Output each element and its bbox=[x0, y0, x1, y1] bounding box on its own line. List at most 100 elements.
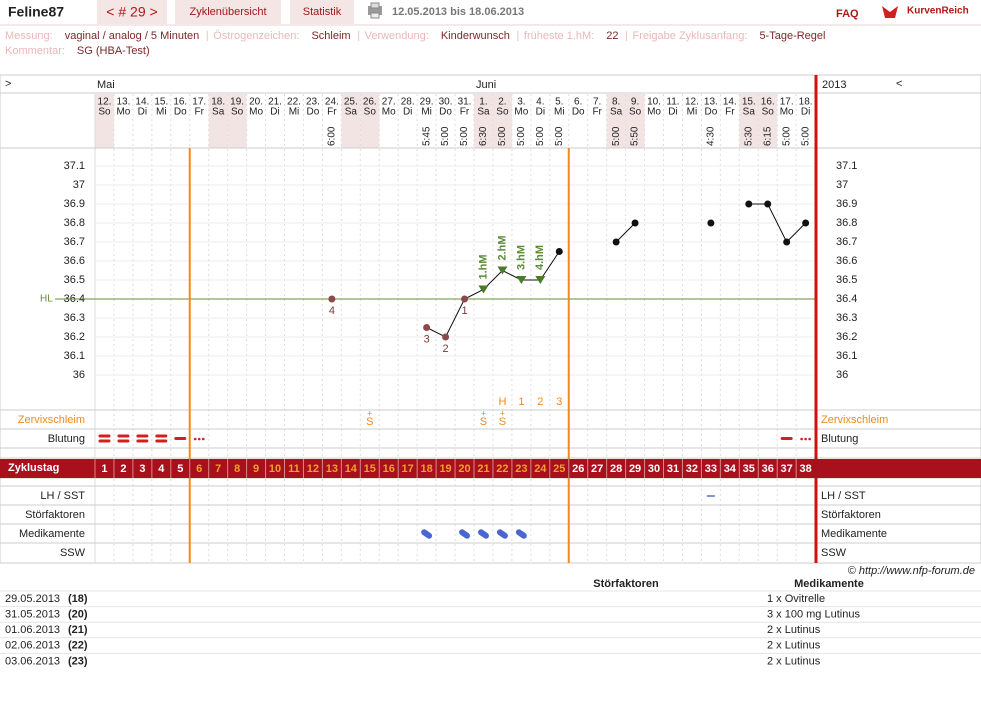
row-label: Störfaktoren bbox=[25, 509, 85, 521]
cycle-day: 36 bbox=[762, 463, 774, 475]
note-cycle-day: (21) bbox=[68, 624, 88, 636]
year: 2013 bbox=[822, 79, 846, 91]
cycle-day: 27 bbox=[591, 463, 603, 475]
time: 6:15 bbox=[762, 126, 773, 146]
cycle-day: 37 bbox=[781, 463, 793, 475]
weekend-bg bbox=[625, 94, 645, 148]
date: 4. bbox=[536, 97, 544, 108]
info-label: Östrogenzeichen: bbox=[213, 30, 299, 42]
chart: > <2013Mai12.So13.Mo14.Di15.Mi16.Do17.Fr1… bbox=[0, 75, 981, 667]
zervix-plus: + bbox=[481, 408, 486, 418]
nav-prev[interactable]: > bbox=[5, 78, 11, 90]
tab[interactable]: Statistik bbox=[303, 6, 342, 18]
date: 15. bbox=[154, 97, 168, 108]
time: 5:45 bbox=[421, 126, 432, 146]
date: 17. bbox=[192, 97, 206, 108]
medication bbox=[515, 529, 527, 539]
date: 12. bbox=[98, 97, 112, 108]
weekday: Di bbox=[536, 107, 545, 118]
row-label-right: LH / SST bbox=[821, 490, 866, 502]
y-tick-label-right: 36 bbox=[836, 369, 848, 381]
weekday: Di bbox=[138, 107, 147, 118]
note-cycle-day: (20) bbox=[68, 609, 88, 621]
info-value: 5-Tage-Regel bbox=[759, 30, 825, 42]
weekend-bg bbox=[606, 94, 626, 148]
weekday: Do bbox=[704, 107, 717, 118]
cycle-day: 31 bbox=[667, 463, 679, 475]
note-medication: 2 x Lutinus bbox=[767, 640, 821, 652]
coverline-label: HL bbox=[40, 294, 53, 305]
tab[interactable]: Zyklenübersicht bbox=[189, 6, 266, 18]
cycle-day: 17 bbox=[402, 463, 414, 475]
weekend-bg bbox=[758, 94, 778, 148]
weekday: Mi bbox=[289, 107, 300, 118]
row-label: Medikamente bbox=[19, 528, 85, 540]
date: 23. bbox=[306, 97, 320, 108]
temp-point bbox=[764, 200, 772, 208]
info-label: Freigabe Zyklusanfang: bbox=[632, 30, 747, 42]
date: 14. bbox=[723, 97, 737, 108]
user-bg bbox=[0, 0, 96, 25]
weekend-bg bbox=[208, 94, 228, 148]
bleeding bbox=[136, 439, 149, 443]
cycle-day: 2 bbox=[120, 463, 126, 475]
row-label-right: Zervixschleim bbox=[821, 414, 888, 426]
nav-next[interactable]: < bbox=[896, 78, 902, 90]
row-label-right: Medikamente bbox=[821, 528, 887, 540]
weekday: Mo bbox=[382, 107, 396, 118]
y-tick-label-right: 36.3 bbox=[836, 312, 857, 324]
y-tick-label-right: 36.8 bbox=[836, 217, 857, 229]
weekend-bg bbox=[739, 94, 759, 148]
date: 26. bbox=[363, 97, 377, 108]
y-tick-label-right: 36.9 bbox=[836, 198, 857, 210]
y-tick-label-right: 36.5 bbox=[836, 274, 857, 286]
month: Juni bbox=[476, 79, 496, 91]
date: 1. bbox=[479, 97, 487, 108]
point-label: 1 bbox=[461, 305, 467, 317]
hm-label: 1.hM bbox=[477, 254, 489, 279]
info-value: Kinderwunsch bbox=[441, 30, 510, 42]
temp-point bbox=[442, 333, 450, 341]
weekend-bg bbox=[360, 94, 380, 148]
date: 9. bbox=[631, 97, 639, 108]
tab-bg[interactable] bbox=[175, 0, 281, 24]
peak-label: 1 bbox=[518, 396, 524, 408]
y-tick-label: 36.8 bbox=[64, 217, 85, 229]
cycle-tab[interactable] bbox=[97, 0, 167, 24]
date: 11. bbox=[666, 97, 679, 108]
y-tick-label: 36.6 bbox=[64, 255, 85, 267]
time: 5:00 bbox=[781, 126, 792, 146]
zervix-symbol: S bbox=[366, 416, 373, 428]
weekend-bg bbox=[95, 94, 114, 148]
medication bbox=[421, 529, 433, 539]
cycle-day: 16 bbox=[383, 463, 395, 475]
date: 25. bbox=[344, 97, 358, 108]
weekday: Fr bbox=[194, 107, 204, 118]
bleeding bbox=[201, 437, 205, 441]
info-label: Messung: bbox=[5, 30, 53, 42]
weekday: So bbox=[496, 107, 509, 118]
row-label: SSW bbox=[60, 547, 86, 559]
time: 5:00 bbox=[497, 126, 508, 146]
date-range: 12.05.2013 bis 18.06.2013 bbox=[392, 6, 524, 18]
weekday: Mi bbox=[156, 107, 167, 118]
weekday: Mo bbox=[514, 107, 528, 118]
temp-point bbox=[802, 219, 810, 227]
date: 16. bbox=[173, 97, 187, 108]
faq-link[interactable]: FAQ bbox=[836, 8, 859, 20]
info-label: Kommentar: bbox=[5, 45, 65, 57]
row-label: Blutung bbox=[48, 433, 85, 445]
note-cycle-day: (22) bbox=[68, 640, 88, 652]
cycle-nav[interactable]: < # 29 > bbox=[106, 4, 157, 20]
hm-label: 3.hM bbox=[515, 245, 527, 270]
tab-bg[interactable] bbox=[290, 0, 354, 24]
print-icon[interactable] bbox=[368, 2, 382, 19]
cycle-day: 4 bbox=[158, 463, 165, 475]
y-tick-label-right: 36.4 bbox=[836, 293, 857, 305]
time: 6:30 bbox=[478, 126, 489, 146]
cycle-day: 33 bbox=[705, 463, 717, 475]
note-date: 01.06.2013 bbox=[5, 624, 60, 636]
cycle-day: 25 bbox=[553, 463, 565, 475]
date: 21. bbox=[268, 97, 282, 108]
